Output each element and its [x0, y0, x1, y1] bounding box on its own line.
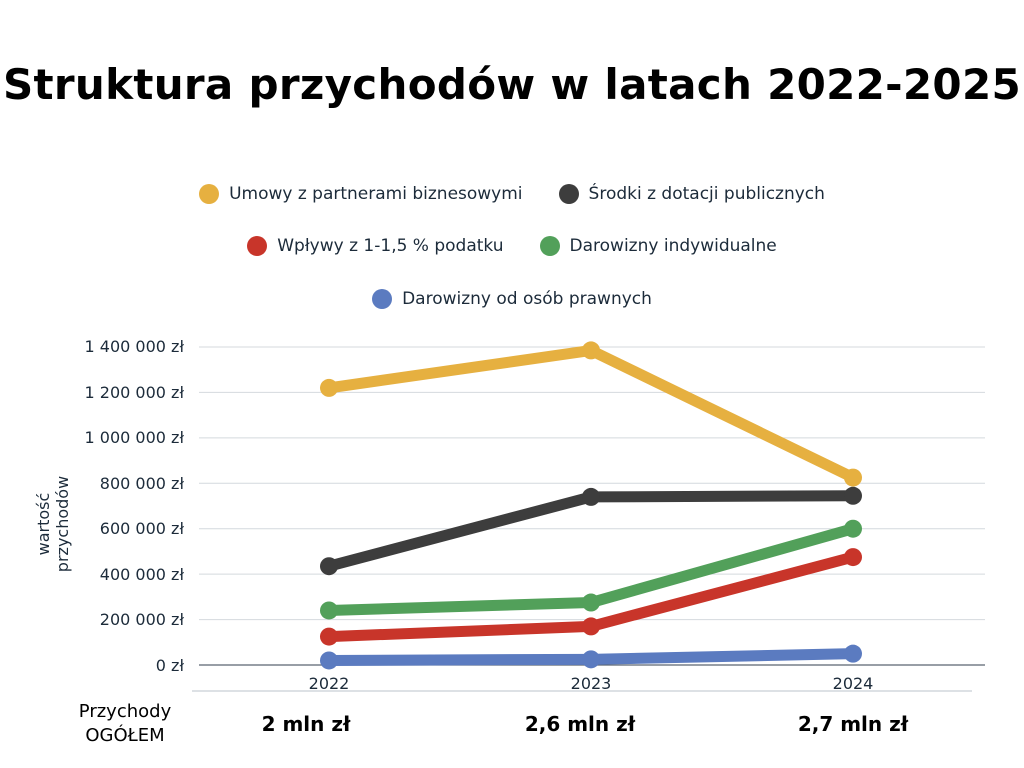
chart-title: Struktura przychodów w latach 2022-2025 — [2, 60, 1022, 109]
y-tick: 400 000 zł — [99, 565, 184, 584]
series-lines — [320, 341, 862, 670]
data-point[interactable] — [320, 557, 338, 576]
totals-label-line1: Przychody — [78, 701, 172, 722]
legend-dot-icon — [199, 184, 220, 204]
y-tick: 200 000 zł — [99, 610, 184, 629]
legend-dot-icon — [539, 236, 560, 256]
data-point[interactable] — [582, 617, 600, 636]
legend-label: Darowizny indywidualne — [569, 236, 777, 256]
legend-item[interactable]: Umowy z partnerami biznesowymi — [199, 184, 523, 204]
legend-item[interactable]: Środki z dotacji publicznych — [558, 184, 825, 204]
data-point[interactable] — [320, 651, 338, 670]
legend-label: Środki z dotacji publicznych — [588, 184, 825, 204]
data-point[interactable] — [320, 378, 338, 397]
data-point[interactable] — [582, 650, 600, 669]
legend-item[interactable]: Darowizny od osób prawnych — [372, 289, 652, 309]
data-point[interactable] — [320, 627, 338, 646]
legend-dot-icon — [247, 236, 268, 256]
data-point[interactable] — [582, 487, 600, 506]
legend-dot-icon — [558, 184, 579, 204]
data-point[interactable] — [844, 486, 862, 505]
y-tick: 800 000 zł — [99, 474, 184, 493]
data-point[interactable] — [844, 468, 862, 487]
data-point[interactable] — [582, 341, 600, 360]
legend-item[interactable]: Darowizny indywidualne — [539, 236, 777, 256]
total-2022: 2 mln zł — [261, 712, 351, 736]
y-tick: 600 000 zł — [99, 519, 184, 538]
legend-row-2: Wpływy z 1-1,5 % podatku Darowizny indyw… — [0, 236, 1024, 256]
y-tick: 1 000 000 zł — [84, 428, 184, 447]
data-point[interactable] — [844, 644, 862, 663]
data-point[interactable] — [582, 593, 600, 612]
x-tick: 2023 — [570, 674, 612, 693]
data-point[interactable] — [320, 601, 338, 620]
series-line — [328, 344, 856, 483]
y-tick: 1 400 000 zł — [84, 337, 184, 356]
legend-row-1: Umowy z partnerami biznesowymi Środki z … — [0, 184, 1024, 204]
legend-label: Wpływy z 1-1,5 % podatku — [277, 236, 504, 256]
x-tick: 2022 — [308, 674, 350, 693]
totals-label-line2: OGÓŁEM — [85, 725, 165, 746]
data-point[interactable] — [844, 519, 862, 538]
legend-item[interactable]: Wpływy z 1-1,5 % podatku — [247, 236, 504, 256]
gridlines — [192, 346, 985, 692]
y-tick: 1 200 000 zł — [84, 383, 184, 402]
legend-label: Umowy z partnerami biznesowymi — [229, 184, 523, 204]
legend-dot-icon — [372, 289, 393, 309]
x-tick: 2024 — [832, 674, 874, 693]
total-2024: 2,7 mln zł — [797, 712, 909, 736]
totals-row-label: Przychody OGÓŁEM — [60, 700, 190, 748]
y-tick: 0 zł — [155, 656, 184, 675]
legend-label: Darowizny od osób prawnych — [402, 289, 652, 309]
legend-row-3: Darowizny od osób prawnych — [0, 289, 1024, 309]
data-point[interactable] — [844, 548, 862, 567]
total-2023: 2,6 mln zł — [524, 712, 636, 736]
